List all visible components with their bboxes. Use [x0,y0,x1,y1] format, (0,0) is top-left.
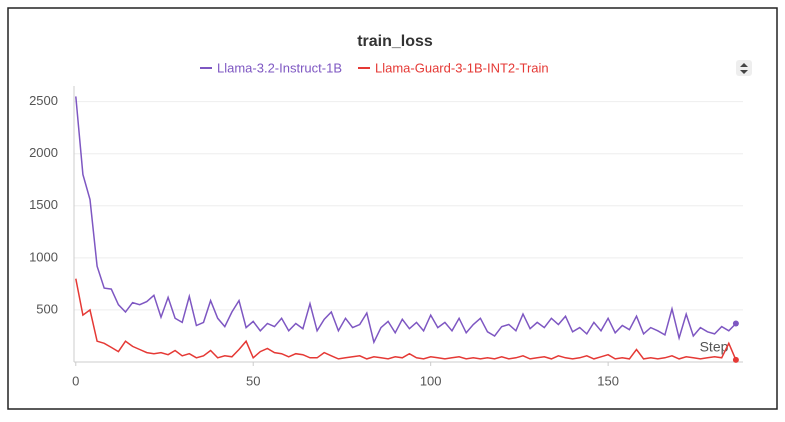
y-tick-label: 2000 [29,145,58,160]
end-point [732,320,739,327]
x-axis-label: Step [700,339,729,355]
series-line [75,278,737,361]
y-tick-label: 1000 [29,249,58,264]
x-tick-label: 50 [246,373,260,388]
x-tick-label: 150 [597,373,619,388]
x-tick-label: 0 [72,373,79,388]
legend-menu-icon[interactable] [736,60,752,76]
y-tick-label: 1500 [29,197,58,212]
series-line [75,96,737,345]
chart-title: train_loss [357,33,433,50]
x-tick-label: 100 [420,373,442,388]
legend-label: Llama-Guard-3-1B-INT2-Train [375,60,549,75]
end-point [732,356,739,363]
y-tick-label: 500 [36,301,58,316]
panel-frame [7,7,778,410]
legend-label: Llama-3.2-Instruct-1B [217,60,342,75]
y-tick-label: 2500 [29,93,58,108]
